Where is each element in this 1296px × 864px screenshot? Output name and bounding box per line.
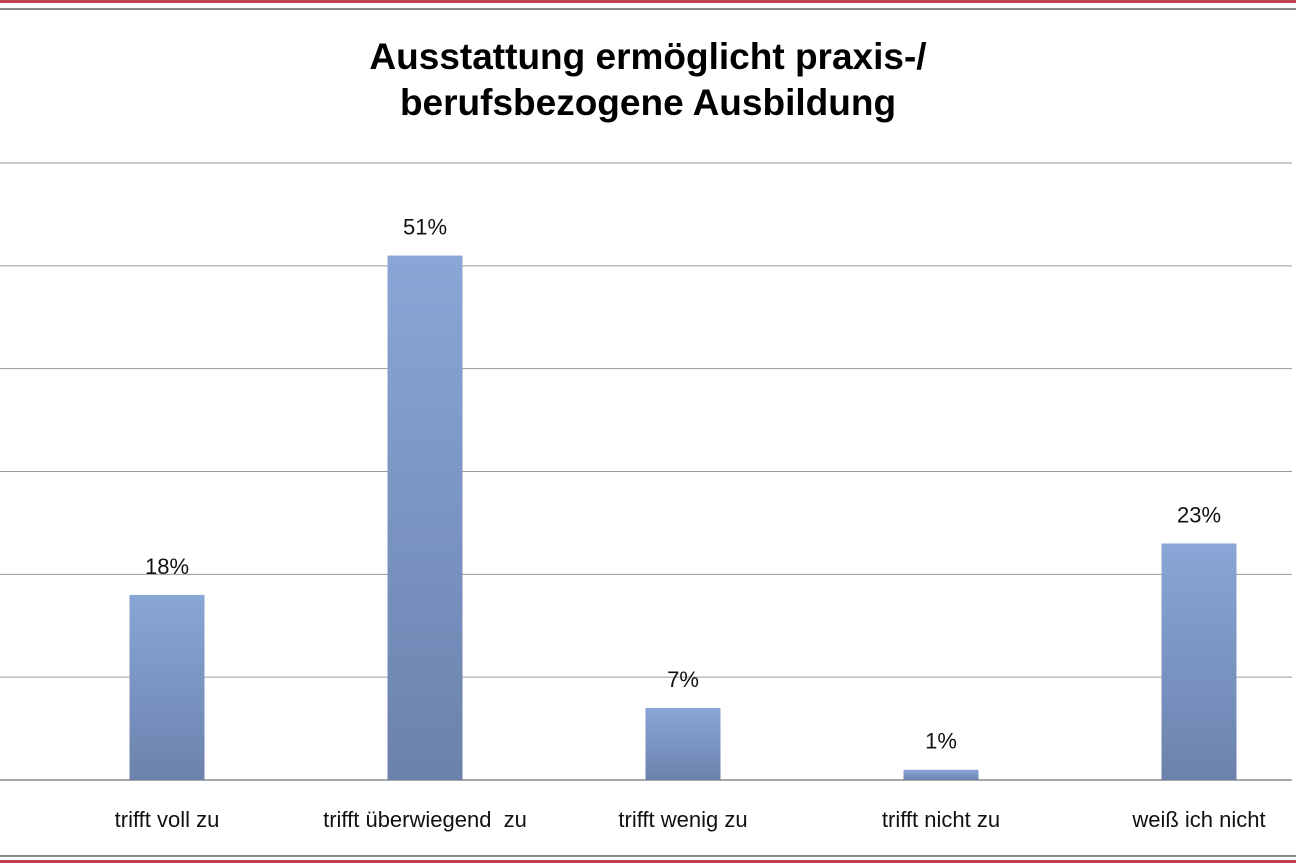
bar [1161, 543, 1237, 780]
bar [645, 708, 721, 780]
data-label: 18% [145, 554, 189, 579]
category-label: trifft voll zu [115, 807, 220, 832]
top-border-gray [0, 8, 1296, 10]
data-label: 51% [403, 215, 447, 240]
title-line-1: Ausstattung ermöglicht praxis-/ [369, 36, 927, 77]
bar [903, 769, 979, 780]
title-line-2: berufsbezogene Ausbildung [399, 82, 897, 123]
data-label: 1% [925, 729, 957, 754]
data-label: 23% [1177, 502, 1221, 527]
category-label: trifft überwiegend zu [323, 807, 527, 832]
top-border-red [0, 0, 1296, 3]
bottom-border-red [0, 860, 1296, 863]
bar [129, 594, 205, 780]
bottom-border-gray [0, 855, 1296, 857]
chart-title: Ausstattung ermöglicht praxis-/ berufsbe… [0, 34, 1296, 126]
bar [387, 255, 463, 781]
category-label: weiß ich nicht [1131, 807, 1265, 832]
data-label: 7% [667, 667, 699, 692]
category-label: trifft wenig zu [618, 807, 747, 832]
category-label: trifft nicht zu [882, 807, 1000, 832]
